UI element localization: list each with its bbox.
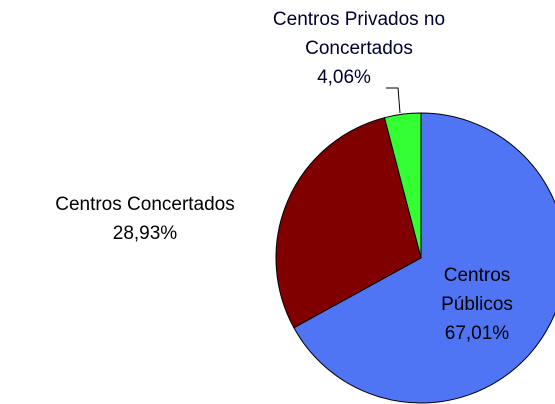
- leader-line: [386, 87, 401, 114]
- pie-slice: [293, 112, 555, 404]
- slice-value: 67,01%: [444, 323, 510, 344]
- slice-value: 4,06%: [317, 67, 371, 88]
- slice-name: Centros Concertados: [55, 194, 235, 215]
- slice-label: Centros Privados no Concertados 4,06%: [219, 5, 499, 92]
- pie-slice: [275, 117, 422, 329]
- slice-value: 28,93%: [112, 223, 178, 244]
- slice-label: Centros Públicos 67,01%: [417, 261, 537, 348]
- slice-name: Centros Públicos: [441, 265, 513, 315]
- slice-label: Centros Concertados 28,93%: [10, 190, 280, 248]
- slice-name: Centros Privados no Concertados: [272, 9, 446, 59]
